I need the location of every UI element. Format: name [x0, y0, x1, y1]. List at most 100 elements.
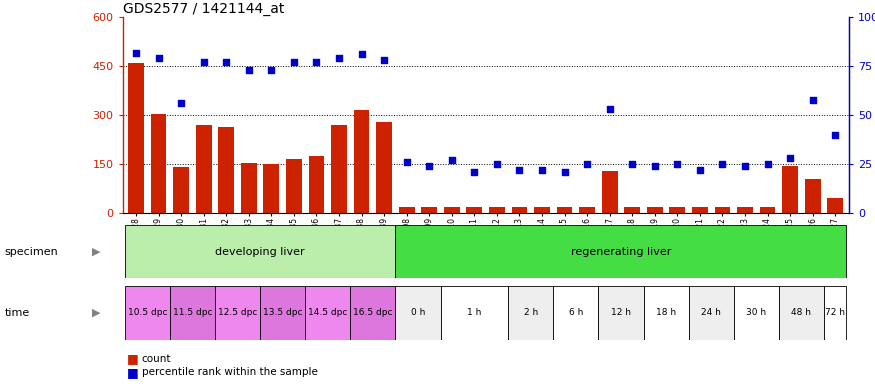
Bar	[824, 286, 846, 340]
Bar	[444, 207, 459, 213]
Text: 12.5 dpc: 12.5 dpc	[218, 308, 257, 318]
Bar	[715, 207, 731, 213]
Bar	[263, 164, 279, 213]
Bar	[150, 114, 166, 213]
Point	[760, 161, 774, 167]
Bar	[309, 156, 325, 213]
Point	[670, 161, 684, 167]
Bar	[396, 225, 846, 278]
Bar	[828, 199, 844, 213]
Text: regenerating liver: regenerating liver	[570, 247, 671, 257]
Point	[490, 161, 504, 167]
Point	[603, 106, 617, 113]
Bar	[440, 286, 508, 340]
Bar	[556, 207, 572, 213]
Bar	[598, 286, 643, 340]
Point	[626, 161, 640, 167]
Point	[220, 59, 234, 65]
Text: GDS2577 / 1421144_at: GDS2577 / 1421144_at	[123, 2, 284, 16]
Point	[467, 169, 481, 175]
Text: 48 h: 48 h	[791, 308, 811, 318]
Text: ■: ■	[127, 353, 138, 366]
Bar	[579, 207, 595, 213]
Bar	[689, 286, 734, 340]
Point	[400, 159, 414, 165]
Bar	[734, 286, 779, 340]
Bar	[669, 207, 685, 213]
Bar	[241, 162, 256, 213]
Point	[693, 167, 707, 173]
Bar	[779, 286, 824, 340]
Point	[513, 167, 527, 173]
Point	[151, 55, 165, 61]
Point	[806, 96, 820, 103]
Point	[174, 100, 188, 106]
Text: 6 h: 6 h	[569, 308, 583, 318]
Bar	[692, 207, 708, 213]
Bar	[647, 207, 662, 213]
Point	[783, 155, 797, 161]
Bar	[260, 286, 305, 340]
Text: developing liver: developing liver	[215, 247, 304, 257]
Text: 14.5 dpc: 14.5 dpc	[308, 308, 347, 318]
Bar	[125, 225, 396, 278]
Bar	[643, 286, 689, 340]
Point	[332, 55, 346, 61]
Bar	[489, 207, 505, 213]
Text: percentile rank within the sample: percentile rank within the sample	[142, 367, 318, 377]
Text: 11.5 dpc: 11.5 dpc	[172, 308, 212, 318]
Text: ▶: ▶	[92, 247, 101, 257]
Point	[197, 59, 211, 65]
Bar	[125, 286, 170, 340]
Point	[557, 169, 571, 175]
Bar	[422, 207, 438, 213]
Text: 16.5 dpc: 16.5 dpc	[354, 308, 393, 318]
Text: 12 h: 12 h	[611, 308, 631, 318]
Text: 0 h: 0 h	[410, 308, 425, 318]
Text: 72 h: 72 h	[825, 308, 845, 318]
Bar	[602, 171, 618, 213]
Bar	[512, 207, 528, 213]
Point	[444, 157, 458, 163]
Bar	[286, 159, 302, 213]
Point	[738, 163, 752, 169]
Bar	[466, 207, 482, 213]
Point	[287, 59, 301, 65]
Bar	[396, 286, 440, 340]
Point	[264, 67, 278, 73]
Text: 18 h: 18 h	[656, 308, 676, 318]
Text: 24 h: 24 h	[701, 308, 721, 318]
Point	[648, 163, 662, 169]
Bar	[354, 110, 369, 213]
Point	[716, 161, 730, 167]
Bar	[625, 207, 640, 213]
Text: 13.5 dpc: 13.5 dpc	[262, 308, 303, 318]
Point	[242, 67, 256, 73]
Bar	[196, 125, 212, 213]
Bar	[805, 179, 821, 213]
Point	[423, 163, 437, 169]
Text: ▶: ▶	[92, 308, 101, 318]
Bar	[331, 125, 346, 213]
Bar	[128, 63, 144, 213]
Bar	[737, 207, 752, 213]
Bar	[782, 166, 798, 213]
Text: 10.5 dpc: 10.5 dpc	[128, 308, 167, 318]
Bar	[170, 286, 215, 340]
Text: 30 h: 30 h	[746, 308, 766, 318]
Point	[535, 167, 549, 173]
Text: 1 h: 1 h	[467, 308, 481, 318]
Point	[354, 51, 368, 58]
Text: 2 h: 2 h	[523, 308, 538, 318]
Point	[377, 57, 391, 63]
Text: time: time	[4, 308, 30, 318]
Point	[129, 50, 143, 56]
Point	[829, 132, 843, 138]
Bar	[219, 127, 234, 213]
Bar	[508, 286, 553, 340]
Point	[580, 161, 594, 167]
Bar	[350, 286, 396, 340]
Text: ■: ■	[127, 366, 138, 379]
Point	[310, 59, 324, 65]
Bar	[399, 207, 415, 213]
